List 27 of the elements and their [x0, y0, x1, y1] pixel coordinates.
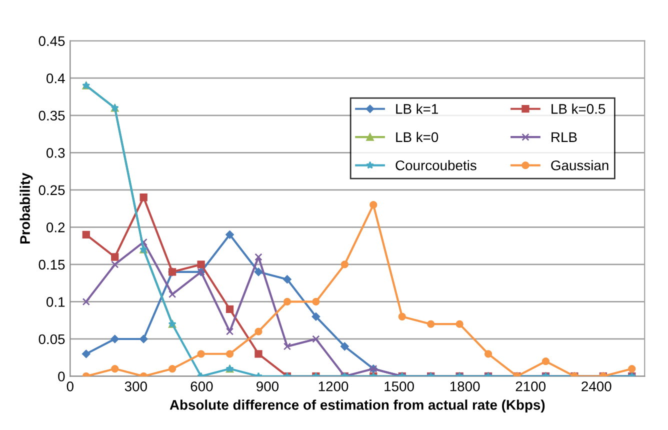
y-tick-label: 0	[58, 372, 65, 382]
legend-label: LB k=0	[396, 132, 438, 142]
legend-label: LB k=0.5	[552, 104, 606, 114]
legend-label: RLB	[552, 132, 577, 142]
x-tick-label: 300	[124, 381, 147, 392]
legend-label: Courcoubetis	[396, 160, 476, 170]
x-tick-label: 1800	[450, 381, 480, 392]
y-tick-label: 0.35	[38, 110, 65, 121]
x-tick-label: 600	[190, 381, 213, 392]
y-tick-label: 0.1	[46, 297, 65, 307]
legend-label: LB k=1	[396, 104, 438, 114]
x-tick-label: 0	[66, 381, 74, 392]
y-tick-label: 0.25	[38, 185, 65, 196]
y-tick-label: 0.15	[38, 260, 65, 270]
legend-label: Gaussian	[551, 160, 608, 170]
y-tick-label: 0.2	[46, 222, 65, 232]
x-tick-label: 1500	[384, 381, 414, 392]
y-tick-label: 0.3	[46, 148, 65, 158]
x-tick-label: 2400	[582, 381, 612, 392]
y-tick-label: 0.4	[46, 73, 65, 84]
x-tick-label: 2100	[516, 381, 546, 392]
y-tick-label: 0.45	[38, 36, 65, 46]
x-tick-label: 900	[256, 381, 279, 392]
x-tick-label: 1200	[318, 381, 348, 392]
y-tick-label: 0.05	[38, 334, 65, 344]
x-axis-title: Absolute difference of estimation from actual rate (Kbps)	[170, 400, 545, 413]
y-axis-title: Probability	[20, 172, 33, 244]
